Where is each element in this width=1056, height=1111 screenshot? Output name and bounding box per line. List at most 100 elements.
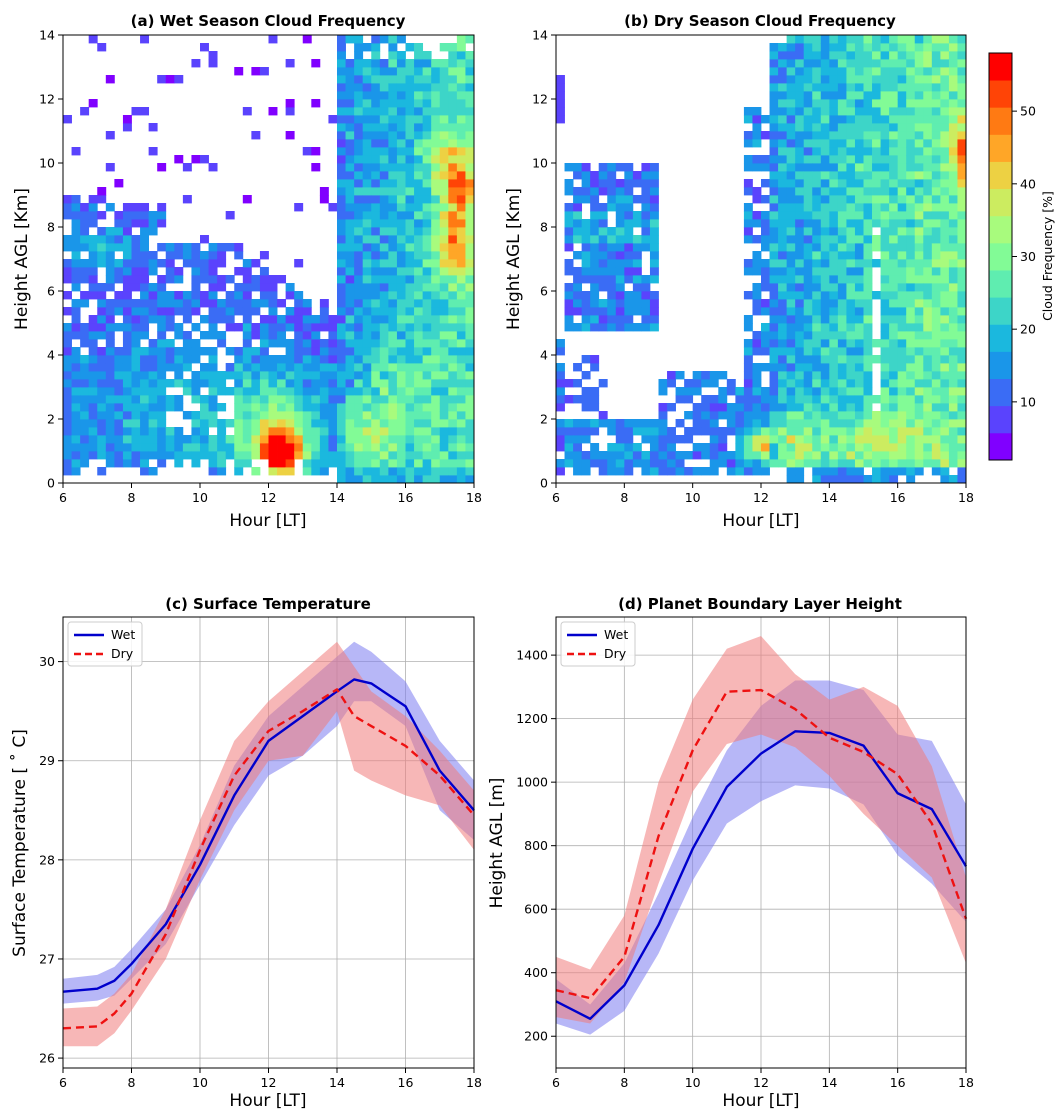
heatmap-cell [388,379,398,388]
heatmap-cell [940,275,950,284]
heatmap-cell [556,459,565,468]
heatmap-cell [957,355,967,364]
heatmap-cell [294,339,304,348]
panel-d-title: (d) Planet Boundary Layer Height [618,595,902,613]
heatmap-cell [448,411,458,420]
heatmap-cell [405,147,415,156]
heatmap-cell [556,403,565,412]
heatmap-cell [97,211,107,220]
heatmap-cell [379,395,389,404]
heatmap-cell [405,251,415,260]
heatmap-cell [931,91,941,100]
panel-b-xlabel: Hour [LT] [722,511,799,531]
heatmap-cell [641,315,651,324]
heatmap-cell [812,355,822,364]
heatmap-cell [769,99,779,108]
heatmap-cell [906,371,916,380]
heatmap-cell [573,219,583,228]
heatmap-cell [863,243,873,252]
heatmap-cell [581,315,591,324]
heatmap-cell [122,395,132,404]
heatmap-cell [863,107,873,116]
heatmap-cell [931,427,941,436]
heatmap-cell [439,75,449,84]
heatmap-cell [311,163,321,172]
heatmap-cell [354,339,364,348]
heatmap-cell [761,403,770,412]
heatmap-cell [63,403,72,412]
heatmap-cell [624,251,634,260]
y-tick-label: 0 [540,476,548,491]
heatmap-cell [234,379,244,388]
heatmap-cell [940,259,950,268]
heatmap-cell [157,259,167,268]
heatmap-cell [465,459,475,468]
heatmap-cell [854,235,864,244]
heatmap-cell [607,163,617,172]
heatmap-cell [131,203,141,212]
heatmap-cell [422,435,432,444]
heatmap-cell [675,435,685,444]
heatmap-cell [208,451,218,460]
heatmap-cell [422,243,432,252]
heatmap-cell [362,347,372,356]
heatmap-cell [914,363,924,372]
heatmap-cell [165,339,175,348]
heatmap-cell [337,107,346,116]
heatmap-cell [448,443,458,452]
heatmap-cell [948,411,958,420]
heatmap-cell [778,451,788,460]
heatmap-cell [795,363,805,372]
heatmap-cell [174,347,184,356]
legend-d-wet-label: Wet [604,627,628,642]
heatmap-cell [208,411,218,420]
heatmap-cell [769,339,779,348]
heatmap-cell [259,267,269,276]
heatmap-cell [581,187,591,196]
heatmap-cell [88,291,98,300]
heatmap-cell [778,403,788,412]
heatmap-cell [692,419,702,428]
heatmap-cell [692,379,702,388]
heatmap-cell [735,467,745,476]
heatmap-cell [615,459,625,468]
heatmap-cell [414,123,424,132]
heatmap-cell [923,411,933,420]
heatmap-cell [914,123,924,132]
heatmap-cell [431,211,441,220]
heatmap-cell [940,475,950,484]
heatmap-cell [923,203,933,212]
heatmap-cell [122,419,132,428]
heatmap-cell [778,155,788,164]
heatmap-cell [778,267,788,276]
heatmap-cell [405,235,415,244]
heatmap-cell [345,91,355,100]
heatmap-cell [863,371,873,380]
heatmap-cell [914,155,924,164]
heatmap-cell [641,163,651,172]
heatmap-cell [319,363,329,372]
heatmap-cell [940,227,950,236]
heatmap-cell [769,251,779,260]
heatmap-cell [414,91,424,100]
heatmap-cell [564,395,574,404]
heatmap-cell [388,35,398,44]
heatmap-cell [97,467,107,476]
heatmap-cell [431,275,441,284]
heatmap-cell [615,195,625,204]
heatmap-cell [414,315,424,324]
heatmap-cell [354,331,364,340]
heatmap-cell [362,211,372,220]
heatmap-cell [465,299,475,308]
heatmap-cell [778,387,788,396]
heatmap-cell [923,179,933,188]
heatmap-cell [431,107,441,116]
heatmap-cell [337,427,346,436]
heatmap-cell [897,51,907,60]
heatmap-cell [880,115,890,124]
heatmap-cell [889,59,899,68]
heatmap-cell [854,307,864,316]
heatmap-cell [414,163,424,172]
heatmap-cell [422,395,432,404]
heatmap-cell [795,163,805,172]
